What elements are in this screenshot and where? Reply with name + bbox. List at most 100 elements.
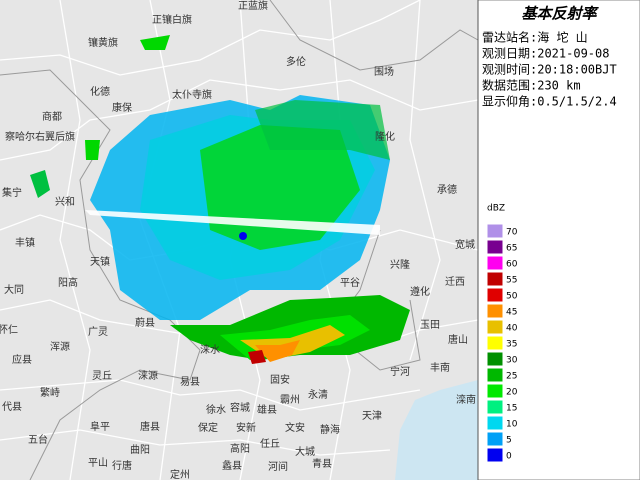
legend-label: 30 (506, 356, 518, 366)
place-label: 阜平 (90, 420, 110, 433)
place-label: 丰镇 (15, 236, 35, 249)
place-label: 滦南 (456, 393, 476, 406)
info-line: 数据范围:230 km (482, 78, 581, 93)
place-label: 涞水 (200, 344, 220, 356)
place-label: 雄县 (257, 403, 277, 416)
legend-label: 0 (506, 452, 512, 462)
place-label: 正蓝旗 (238, 0, 268, 12)
legend-swatch (486, 303, 504, 319)
place-label: 灵丘 (92, 370, 112, 382)
place-label: 五台 (28, 433, 48, 446)
place-label: 静海 (320, 423, 340, 436)
legend-label: 60 (506, 260, 518, 270)
legend-unit: dBZ (487, 204, 505, 214)
place-label: 容城 (230, 401, 250, 414)
place-label: 广灵 (88, 326, 108, 338)
place-label: 青县 (312, 457, 332, 470)
place-label: 围场 (374, 65, 394, 78)
place-label: 镶黄旗 (88, 36, 118, 49)
legend-swatch (486, 399, 504, 415)
place-label: 正镶白旗 (152, 13, 192, 26)
legend-swatch (486, 447, 504, 463)
place-label: 察哈尔右翼后旗 (5, 130, 75, 143)
place-label: 阳高 (58, 276, 78, 289)
legend-label: 70 (506, 228, 518, 238)
place-label: 曲阳 (130, 444, 150, 456)
legend-label: 15 (506, 404, 517, 414)
place-label: 行唐 (112, 459, 132, 472)
place-label: 文安 (285, 421, 305, 434)
place-label: 承德 (437, 183, 457, 196)
place-label: 迁西 (445, 276, 465, 288)
place-label: 丰南 (430, 361, 450, 374)
place-label: 固安 (270, 373, 290, 386)
legend-swatch (486, 239, 504, 255)
legend-label: 35 (506, 340, 517, 350)
legend-label: 5 (506, 436, 512, 446)
place-label: 霸州 (280, 394, 300, 406)
place-label: 兴和 (55, 196, 75, 208)
place-label: 康保 (112, 101, 132, 114)
place-label: 永清 (308, 388, 328, 401)
place-label: 集宁 (2, 186, 22, 199)
legend-label: 20 (506, 388, 518, 398)
place-label: 易县 (180, 376, 200, 388)
place-label: 河间 (268, 460, 288, 473)
legend-label: 50 (506, 292, 518, 302)
place-label: 应县 (12, 353, 32, 366)
place-label: 唐县 (140, 420, 160, 433)
place-label: 大同 (4, 283, 24, 296)
info-line: 雷达站名:海 坨 山 (482, 30, 588, 45)
place-label: 遵化 (410, 285, 430, 298)
place-label: 宽城 (455, 238, 475, 251)
place-label: 天镇 (90, 255, 110, 268)
radar-echo (30, 35, 410, 364)
place-label: 繁峙 (40, 386, 60, 399)
place-label: 平山 (88, 457, 108, 469)
place-label: 商都 (42, 110, 62, 123)
info-panel: 基本反射率 雷达站名:海 坨 山 观测日期:2021-09-08 观测时间:20… (477, 0, 640, 480)
place-label: 唐山 (448, 333, 468, 346)
legend-swatch (486, 367, 504, 383)
legend-swatch (486, 287, 504, 303)
panel-title: 基本反射率 (521, 5, 599, 23)
legend-swatch (486, 255, 504, 271)
info-line: 观测日期:2021-09-08 (482, 47, 609, 61)
place-label: 怀仁 (0, 324, 18, 336)
map (0, 0, 479, 480)
place-label: 玉田 (420, 320, 440, 331)
place-label: 浑源 (50, 340, 70, 353)
legend-swatch (486, 335, 504, 351)
sea (395, 380, 478, 480)
place-label: 太仆寺旗 (172, 88, 212, 101)
legend-label: 25 (506, 372, 517, 382)
place-label: 涞源 (138, 369, 158, 382)
legend-swatch (486, 351, 504, 367)
place-label: 多伦 (286, 55, 306, 68)
place-label: 化德 (90, 85, 110, 98)
place-label: 蠡县 (222, 459, 242, 472)
place-label: 代县 (2, 401, 22, 413)
legend-label: 45 (506, 308, 517, 318)
place-label: 徐水 (206, 403, 226, 416)
place-label: 隆化 (375, 130, 395, 143)
place-label: 定州 (170, 468, 190, 480)
legend-label: 55 (506, 276, 517, 286)
place-label: 蔚县 (135, 317, 155, 329)
place-label: 任丘 (260, 437, 280, 450)
info-line: 观测时间:20:18:00BJT (482, 63, 617, 77)
legend-swatch (486, 319, 504, 335)
legend-label: 10 (506, 420, 518, 430)
place-label: 天津 (362, 410, 382, 422)
place-label: 宁河 (390, 365, 410, 378)
place-label: 兴隆 (390, 258, 410, 271)
legend-label: 40 (506, 324, 518, 334)
place-label: 保定 (198, 421, 218, 434)
place-label: 大城 (295, 445, 315, 458)
legend-swatch (486, 431, 504, 447)
legend-swatch (486, 383, 504, 399)
